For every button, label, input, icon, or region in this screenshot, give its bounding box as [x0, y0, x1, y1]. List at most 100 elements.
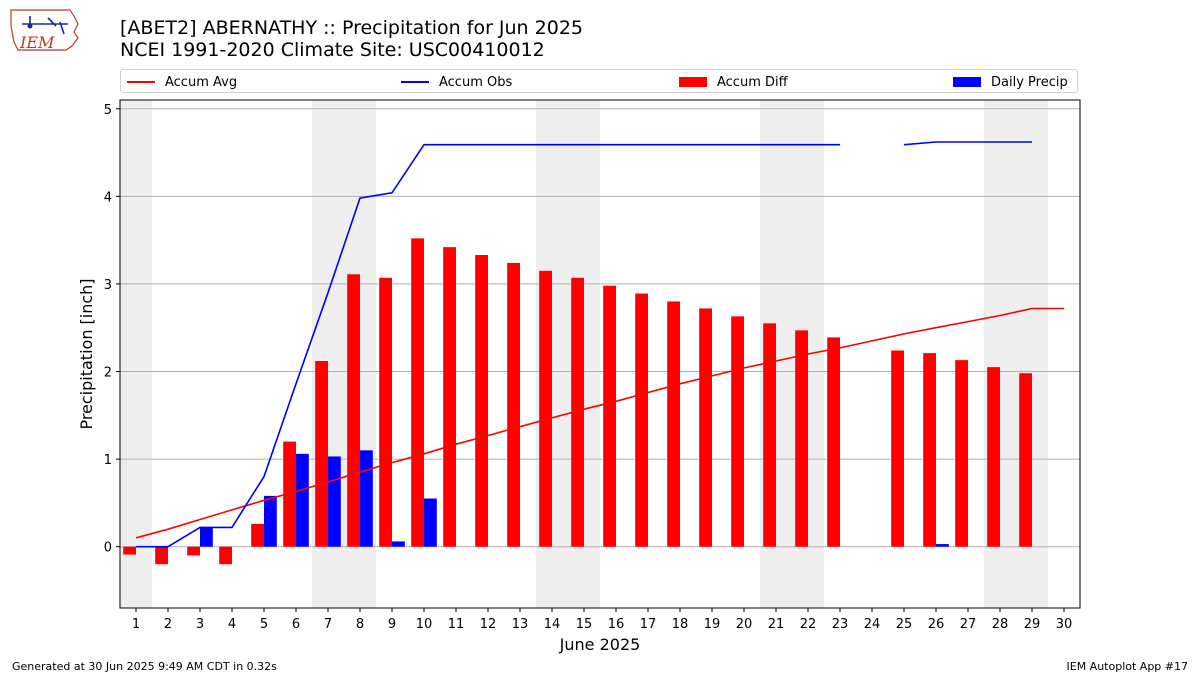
- generated-timestamp: Generated at 30 Jun 2025 9:49 AM CDT in …: [12, 660, 277, 673]
- plot-frame: [119, 99, 1081, 609]
- accum-diff-bar: [955, 360, 968, 547]
- legend-swatch: [953, 77, 981, 87]
- x-tick-label: 26: [928, 617, 945, 632]
- legend-label: Accum Avg: [165, 74, 238, 90]
- daily-precip-bar: [264, 495, 277, 547]
- accum-diff-bar: [635, 293, 648, 547]
- y-tick-label: 5: [104, 103, 112, 118]
- y-tick-label: 2: [104, 366, 112, 381]
- iowa-state-outline-icon: [10, 9, 79, 51]
- accum-diff-bar: [987, 367, 1000, 547]
- x-tick-label: 9: [388, 617, 396, 632]
- accum-diff-bar: [283, 441, 296, 547]
- accum-diff-bar: [251, 523, 264, 547]
- x-tick-label: 14: [544, 617, 561, 632]
- x-tick-label: 15: [576, 617, 593, 632]
- chart-subtitle: NCEI 1991-2020 Climate Site: USC00410012: [120, 39, 545, 61]
- accum-diff-bar: [571, 277, 584, 547]
- accum-diff-bar: [1019, 373, 1032, 547]
- x-tick-label: 7: [324, 617, 332, 632]
- x-tick-label: 2: [164, 617, 172, 632]
- accum-diff-bar: [891, 350, 904, 547]
- x-tick-label: 30: [1056, 617, 1073, 632]
- y-axis-label: Precipitation [inch]: [77, 278, 96, 429]
- legend-item-accum-diff: Accum Diff: [679, 70, 788, 94]
- x-tick-label: 20: [736, 617, 753, 632]
- chart-title: [ABET2] ABERNATHY :: Precipitation for J…: [120, 17, 583, 39]
- accum-diff-bar: [699, 308, 712, 547]
- accum-diff-bar: [539, 270, 552, 547]
- accum-diff-bar: [795, 330, 808, 547]
- accum-diff-bar: [315, 361, 328, 547]
- x-tick-label: 28: [992, 617, 1009, 632]
- x-tick-label: 18: [672, 617, 689, 632]
- x-tick-label: 29: [1024, 617, 1041, 632]
- x-tick-label: 23: [832, 617, 849, 632]
- accum-diff-bar: [603, 285, 616, 547]
- accum-diff-bar: [475, 255, 488, 547]
- accum-diff-bar: [379, 277, 392, 547]
- legend-item-daily-precip: Daily Precip: [953, 70, 1068, 94]
- legend-swatch: [679, 77, 707, 87]
- legend-label: Accum Obs: [439, 74, 513, 90]
- x-tick-label: 12: [480, 617, 497, 632]
- accum-diff-bar: [827, 337, 840, 547]
- daily-precip-bar: [936, 544, 949, 547]
- y-tick-label: 4: [104, 190, 112, 205]
- daily-precip-bar: [360, 450, 373, 547]
- iem-logo: IEM: [10, 9, 79, 52]
- logo-text: IEM: [19, 33, 55, 52]
- daily-precip-bar: [200, 527, 213, 547]
- legend-label: Daily Precip: [991, 74, 1068, 90]
- x-tick-label: 17: [640, 617, 657, 632]
- x-tick-label: 22: [800, 617, 817, 632]
- x-tick-label: 8: [356, 617, 364, 632]
- accum-diff-bar: [507, 262, 520, 547]
- accum-diff-bar: [763, 323, 776, 547]
- x-tick-label: 21: [768, 617, 785, 632]
- legend-item-accum-avg: Accum Avg: [127, 70, 237, 94]
- accum-diff-bar: [731, 316, 744, 547]
- daily-precip-bar: [296, 453, 309, 547]
- x-tick-label: 13: [512, 617, 529, 632]
- accum-diff-bar: [219, 546, 232, 565]
- x-tick-label: 11: [448, 617, 465, 632]
- accum-obs-line: [136, 143, 840, 548]
- x-axis-label: June 2025: [559, 635, 641, 654]
- legend-item-accum-obs: Accum Obs: [401, 70, 512, 94]
- x-tick-label: 4: [228, 617, 236, 632]
- x-tick-label: 10: [416, 617, 433, 632]
- x-tick-label: 3: [196, 617, 204, 632]
- legend: Accum Avg Accum Obs Accum Diff Daily Pre…: [120, 69, 1078, 93]
- accum-diff-bar: [347, 274, 360, 547]
- legend-label: Accum Diff: [717, 74, 788, 90]
- x-tick-label: 16: [608, 617, 625, 632]
- y-tick-label: 3: [104, 278, 112, 293]
- accum-diff-bar: [155, 546, 168, 565]
- app-label: IEM Autoplot App #17: [1066, 660, 1189, 673]
- accum-avg-line: [135, 307, 1064, 539]
- x-tick-label: 27: [960, 617, 977, 632]
- weekend-shade: [120, 100, 152, 608]
- y-tick-label: 1: [104, 453, 112, 468]
- weather-station-icon: [22, 16, 68, 35]
- legend-swatch: [401, 81, 429, 83]
- daily-precip-bar: [392, 541, 405, 547]
- y-tick-label: 0: [104, 541, 112, 556]
- accum-diff-bar: [923, 353, 936, 547]
- x-tick-label: 25: [896, 617, 913, 632]
- legend-swatch: [127, 81, 155, 83]
- x-tick-label: 6: [292, 617, 300, 632]
- plot-area: [120, 100, 1080, 608]
- daily-precip-bar: [328, 456, 341, 547]
- accum-diff-bar: [667, 301, 680, 547]
- accum-diff-bar: [187, 546, 200, 556]
- x-tick-label: 1: [132, 617, 140, 632]
- x-tick-label: 19: [704, 617, 721, 632]
- accum-obs-line: [903, 141, 1032, 146]
- accum-diff-bar: [443, 247, 456, 547]
- accum-diff-bar: [123, 546, 136, 555]
- x-tick-label: 24: [864, 617, 881, 632]
- daily-precip-bar: [424, 498, 437, 547]
